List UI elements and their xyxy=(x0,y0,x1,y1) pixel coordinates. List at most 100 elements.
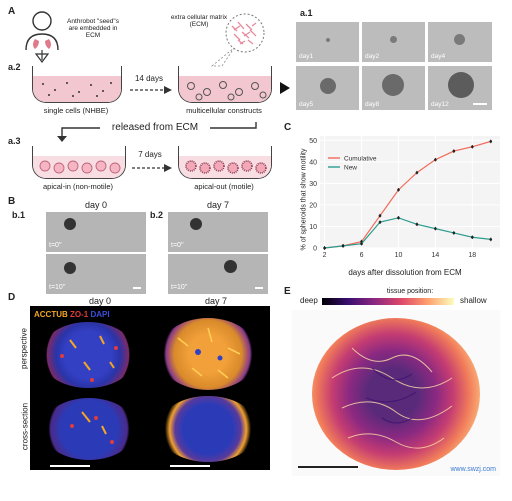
dish1-caption: single cells (NHBE) xyxy=(43,106,109,115)
series-line-cumulative xyxy=(324,140,491,249)
constructs-circles xyxy=(187,81,267,101)
day-label: day1 xyxy=(299,53,314,60)
data-point xyxy=(397,216,400,220)
colorbar-shallow-label: shallow xyxy=(460,296,487,305)
data-point xyxy=(378,220,382,224)
chart-xlabel: days after dissolution from ECM xyxy=(348,268,462,277)
panel-label-E: E xyxy=(284,286,291,297)
x-tick-label: 6 xyxy=(360,252,364,259)
motility-line-chart: 0 10 20 30 40 50 2 6 10 14 18 Cumulative New xyxy=(309,136,500,259)
apical-in-spheres xyxy=(39,160,121,174)
dashed-arrow-icon-2 xyxy=(132,164,172,172)
time-label: t=10'' xyxy=(49,284,66,291)
panel-label-B: B xyxy=(8,196,16,207)
dish3-caption: apical-in (non-motile) xyxy=(42,182,114,191)
dish-multicellular xyxy=(178,66,272,103)
day0-perspective-signal xyxy=(60,335,118,382)
data-point xyxy=(471,235,474,239)
panel-label-a2: a.2 xyxy=(8,62,21,72)
row-label-perspective: perspective xyxy=(19,328,29,369)
person-icon xyxy=(25,11,59,63)
day-label: day2 xyxy=(365,53,380,60)
micrograph-day1: day1 xyxy=(296,22,359,62)
micrograph-day4: day4 xyxy=(428,22,492,62)
dish-apical-out xyxy=(178,146,272,179)
panel-d-images: ACCTUB ZO-1 DAPI xyxy=(30,306,270,470)
data-point xyxy=(341,244,345,248)
b1-title: day 0 xyxy=(84,200,108,210)
y-tick-label: 0 xyxy=(313,246,317,253)
legend-label: New xyxy=(344,165,357,172)
x-tick-label: 14 xyxy=(431,252,439,259)
micrograph-day2: day2 xyxy=(362,22,425,62)
data-point xyxy=(415,171,419,174)
scale-bar xyxy=(255,287,263,289)
b2-title: day 7 xyxy=(206,200,230,210)
data-point xyxy=(452,149,456,153)
dashed-arrow-icon xyxy=(130,86,172,94)
spheroid-day7-cross xyxy=(158,396,258,462)
data-point xyxy=(434,227,437,230)
x-tick-label: 2 xyxy=(323,252,327,259)
day-label: day5 xyxy=(299,101,314,108)
data-point xyxy=(323,246,326,250)
scale-bar xyxy=(298,466,358,468)
spheroid-fibers xyxy=(331,347,453,449)
released-label: released from ECM xyxy=(100,122,210,133)
b1-frame-t0: t=0'' xyxy=(46,212,146,252)
panel-label-A: A xyxy=(8,6,16,17)
day-label: day12 xyxy=(431,101,449,108)
tissue-position-title: tissue position: xyxy=(386,288,434,295)
data-point xyxy=(434,158,437,161)
dish-apical-in xyxy=(32,146,126,179)
panel-e-image: www.swzj.com xyxy=(292,310,500,476)
day-label: day8 xyxy=(365,101,380,108)
spheroid-day0-cross xyxy=(42,398,136,460)
seed-text: Anthrobot "seed"s are embedded in ECM xyxy=(67,18,119,39)
scale-bar xyxy=(170,465,210,467)
scale-bar xyxy=(50,465,90,467)
time-label: t=0'' xyxy=(171,242,184,249)
scale-bar xyxy=(133,287,141,289)
panel-label-a3: a.3 xyxy=(8,136,21,146)
time-label: t=10'' xyxy=(171,284,188,291)
day7-perspective-signal xyxy=(177,327,241,379)
micrograph-day12: day12 xyxy=(428,66,492,110)
data-point xyxy=(489,238,493,241)
dish-single-cells xyxy=(32,66,122,103)
scale-bar xyxy=(473,103,487,105)
apical-out-spheres xyxy=(185,160,267,174)
panel-label-D: D xyxy=(8,292,16,303)
panel-label-a1: a.1 xyxy=(300,8,313,18)
time-label: t=0'' xyxy=(49,242,62,249)
b1-frame-t10: t=10'' xyxy=(46,254,146,294)
stain-legend: ACCTUB ZO-1 DAPI xyxy=(34,310,110,319)
data-point xyxy=(415,223,419,226)
day-label: day4 xyxy=(431,53,446,60)
series-line-new xyxy=(324,217,491,249)
spheroid-day0-perspective xyxy=(40,322,136,388)
panel-label-b1: b.1 xyxy=(12,210,26,220)
data-point xyxy=(471,145,474,149)
ecm-pointer xyxy=(210,47,235,67)
data-point xyxy=(378,214,382,217)
y-tick-label: 40 xyxy=(309,159,317,166)
y-tick-label: 50 xyxy=(309,138,317,145)
day0-cross-signal xyxy=(70,411,114,444)
y-tick-label: 30 xyxy=(309,181,317,188)
arrow-7-label: 7 days xyxy=(138,150,162,159)
stain-zo1: ZO-1 xyxy=(70,310,89,319)
x-tick-label: 18 xyxy=(468,252,476,259)
micrograph-day8: day8 xyxy=(362,66,425,110)
d-day0-title: day 0 xyxy=(88,296,112,306)
plot-area xyxy=(320,136,500,248)
data-point xyxy=(360,242,363,245)
depth-colorbar xyxy=(322,298,454,305)
colorbar-deep-label: deep xyxy=(300,296,318,305)
single-cells-dots xyxy=(42,82,112,97)
data-point xyxy=(397,188,400,192)
row-label-cross-section: cross-section xyxy=(20,402,30,451)
right-triangle-icon xyxy=(280,82,290,94)
dish2-caption: multicellular constructs xyxy=(186,106,262,115)
ecm-bubble xyxy=(225,13,265,53)
